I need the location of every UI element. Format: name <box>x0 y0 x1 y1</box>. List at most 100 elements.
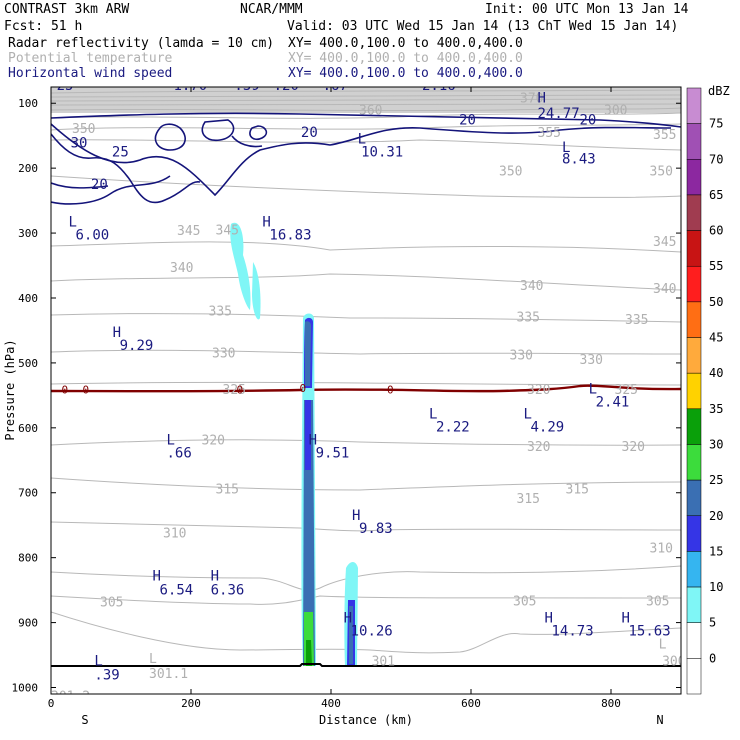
wind-extrema-label: H <box>211 568 219 584</box>
colorbar-swatch <box>686 194 702 231</box>
freezing-level-line <box>51 384 681 393</box>
y-axis-title: Pressure (hPa) <box>3 339 17 440</box>
plot-frame <box>50 86 682 695</box>
wind-extrema-label: H <box>622 611 630 627</box>
colorbar-label: 10 <box>709 580 723 594</box>
colorbar: 0 5 10 15 20 25 30 35 40 45 50 55 60 65 70 75 <box>686 87 723 695</box>
wind-extrema-label: L <box>429 407 437 423</box>
reflectivity-shading <box>230 222 358 666</box>
y-tick-label: 1000 <box>12 682 39 695</box>
theta-label: 350 <box>650 164 673 179</box>
colorbar-swatch <box>686 337 702 374</box>
wind-extrema-label: 9.83 <box>359 521 393 537</box>
colorbar-swatch <box>686 372 702 410</box>
y-tick-label: 700 <box>18 487 38 500</box>
wind-extrema-label: H <box>113 325 121 341</box>
wind-extrema-label: 24.77 <box>538 106 580 122</box>
theta-label: 350 <box>499 164 522 179</box>
wind-extrema-label: 25 <box>112 144 129 160</box>
wind-extrema-label: .66 <box>167 446 192 462</box>
y-tick-label: 200 <box>18 162 38 175</box>
colorbar-label: 40 <box>709 366 723 380</box>
center-label: NCAR/MMM <box>240 2 303 17</box>
y-tick-label: 100 <box>18 97 38 110</box>
colorbar-label: 55 <box>709 259 723 273</box>
wind-extrema-label: L <box>242 67 250 83</box>
colorbar-label: 50 <box>709 295 723 309</box>
colorbar-label: 0 <box>709 651 716 665</box>
wind-extrema-label: 25 <box>57 78 74 94</box>
wind-extrema-label: 6.36 <box>211 583 245 599</box>
wind-extrema-label: 6.54 <box>160 583 194 599</box>
wind-speed-contours <box>51 112 681 205</box>
y-tick-label: 300 <box>18 227 38 240</box>
theta-label: 345 <box>653 235 676 250</box>
colorbar-label: 65 <box>709 188 723 202</box>
wind-extrema-label: L <box>562 140 570 156</box>
wind-extrema-label: .39 <box>94 668 119 684</box>
field-name-reflectivity: Radar reflectivity (lamda = 10 cm) <box>8 36 274 51</box>
freezing-level-label: 0 <box>387 383 394 396</box>
field-name-theta: Potential temperature <box>8 51 173 66</box>
theta-label: 320 <box>202 434 225 449</box>
wind-extrema-label: 9.51 <box>316 446 350 462</box>
theta-label: 320 <box>527 440 550 455</box>
wind-extrema-label: L <box>167 433 175 449</box>
freezing-level-label: 0 <box>300 382 307 395</box>
theta-label: 310 <box>650 541 673 556</box>
colorbar-swatch <box>686 408 702 445</box>
theta-label: 340 <box>170 261 193 276</box>
freezing-level-label: 0 <box>83 383 90 396</box>
wind-extrema-label: L <box>176 67 184 83</box>
colorbar-label: 15 <box>709 544 723 558</box>
theta-label: 315 <box>566 482 589 497</box>
colorbar-label: 70 <box>709 152 723 166</box>
colorbar-swatch <box>686 479 702 517</box>
wind-extrema-label: L <box>69 215 77 231</box>
colorbar-swatch <box>686 444 702 481</box>
theta-label: 315 <box>517 492 540 507</box>
colorbar-swatch <box>686 159 702 196</box>
colorbar-label: 60 <box>709 224 723 238</box>
theta-label: 355 <box>538 126 561 141</box>
wind-extrema-label: 8.43 <box>562 152 596 168</box>
colorbar-label: 75 <box>709 117 723 131</box>
theta-label: 305 <box>100 595 123 610</box>
colorbar-swatch <box>686 301 702 338</box>
theta-label: 335 <box>209 305 232 320</box>
theta-label: 301.1 <box>149 667 188 682</box>
wind-extrema-label: 2.41 <box>596 394 630 410</box>
wind-extrema-label: 20 <box>580 113 597 129</box>
wind-extrema-label: 16.83 <box>269 228 311 244</box>
x-tick-label: 400 <box>321 697 341 710</box>
x-tick-label: 200 <box>181 697 201 710</box>
wind-extrema-label: H <box>352 508 360 524</box>
colorbar-label: 20 <box>709 509 723 523</box>
init-time: Init: 00 UTC Mon 13 Jan 14 <box>485 2 689 17</box>
forecast-hour: Fcst: 51 h <box>4 19 82 34</box>
x-tick-label: 0 <box>48 697 55 710</box>
theta-label: 325 <box>223 383 246 398</box>
theta-label: L <box>149 652 157 667</box>
theta-label: 350 <box>72 122 95 137</box>
wind-extrema-label: 30 <box>71 135 88 151</box>
wind-extrema-label: H <box>538 91 546 107</box>
colorbar-swatch <box>686 551 702 588</box>
theta-label: 330 <box>212 347 235 362</box>
wind-extrema-label: 10.26 <box>351 624 393 640</box>
y-tick-label: 500 <box>18 357 38 370</box>
theta-label: 325 <box>615 383 638 398</box>
colorbar-swatch <box>686 515 702 552</box>
theta-label: 305 <box>646 595 669 610</box>
colorbar-swatch <box>686 622 702 659</box>
wind-extrema-label: .39 <box>234 78 259 94</box>
colorbar-swatch <box>686 123 702 160</box>
wind-extrema-label: H <box>262 215 270 231</box>
theta-label: 340 <box>653 282 676 297</box>
theta-label: 320 <box>622 440 645 455</box>
theta-label: L <box>659 638 667 653</box>
model-title: CONTRAST 3km ARW <box>4 2 129 17</box>
wind-extrema-label: .20 <box>274 78 299 94</box>
